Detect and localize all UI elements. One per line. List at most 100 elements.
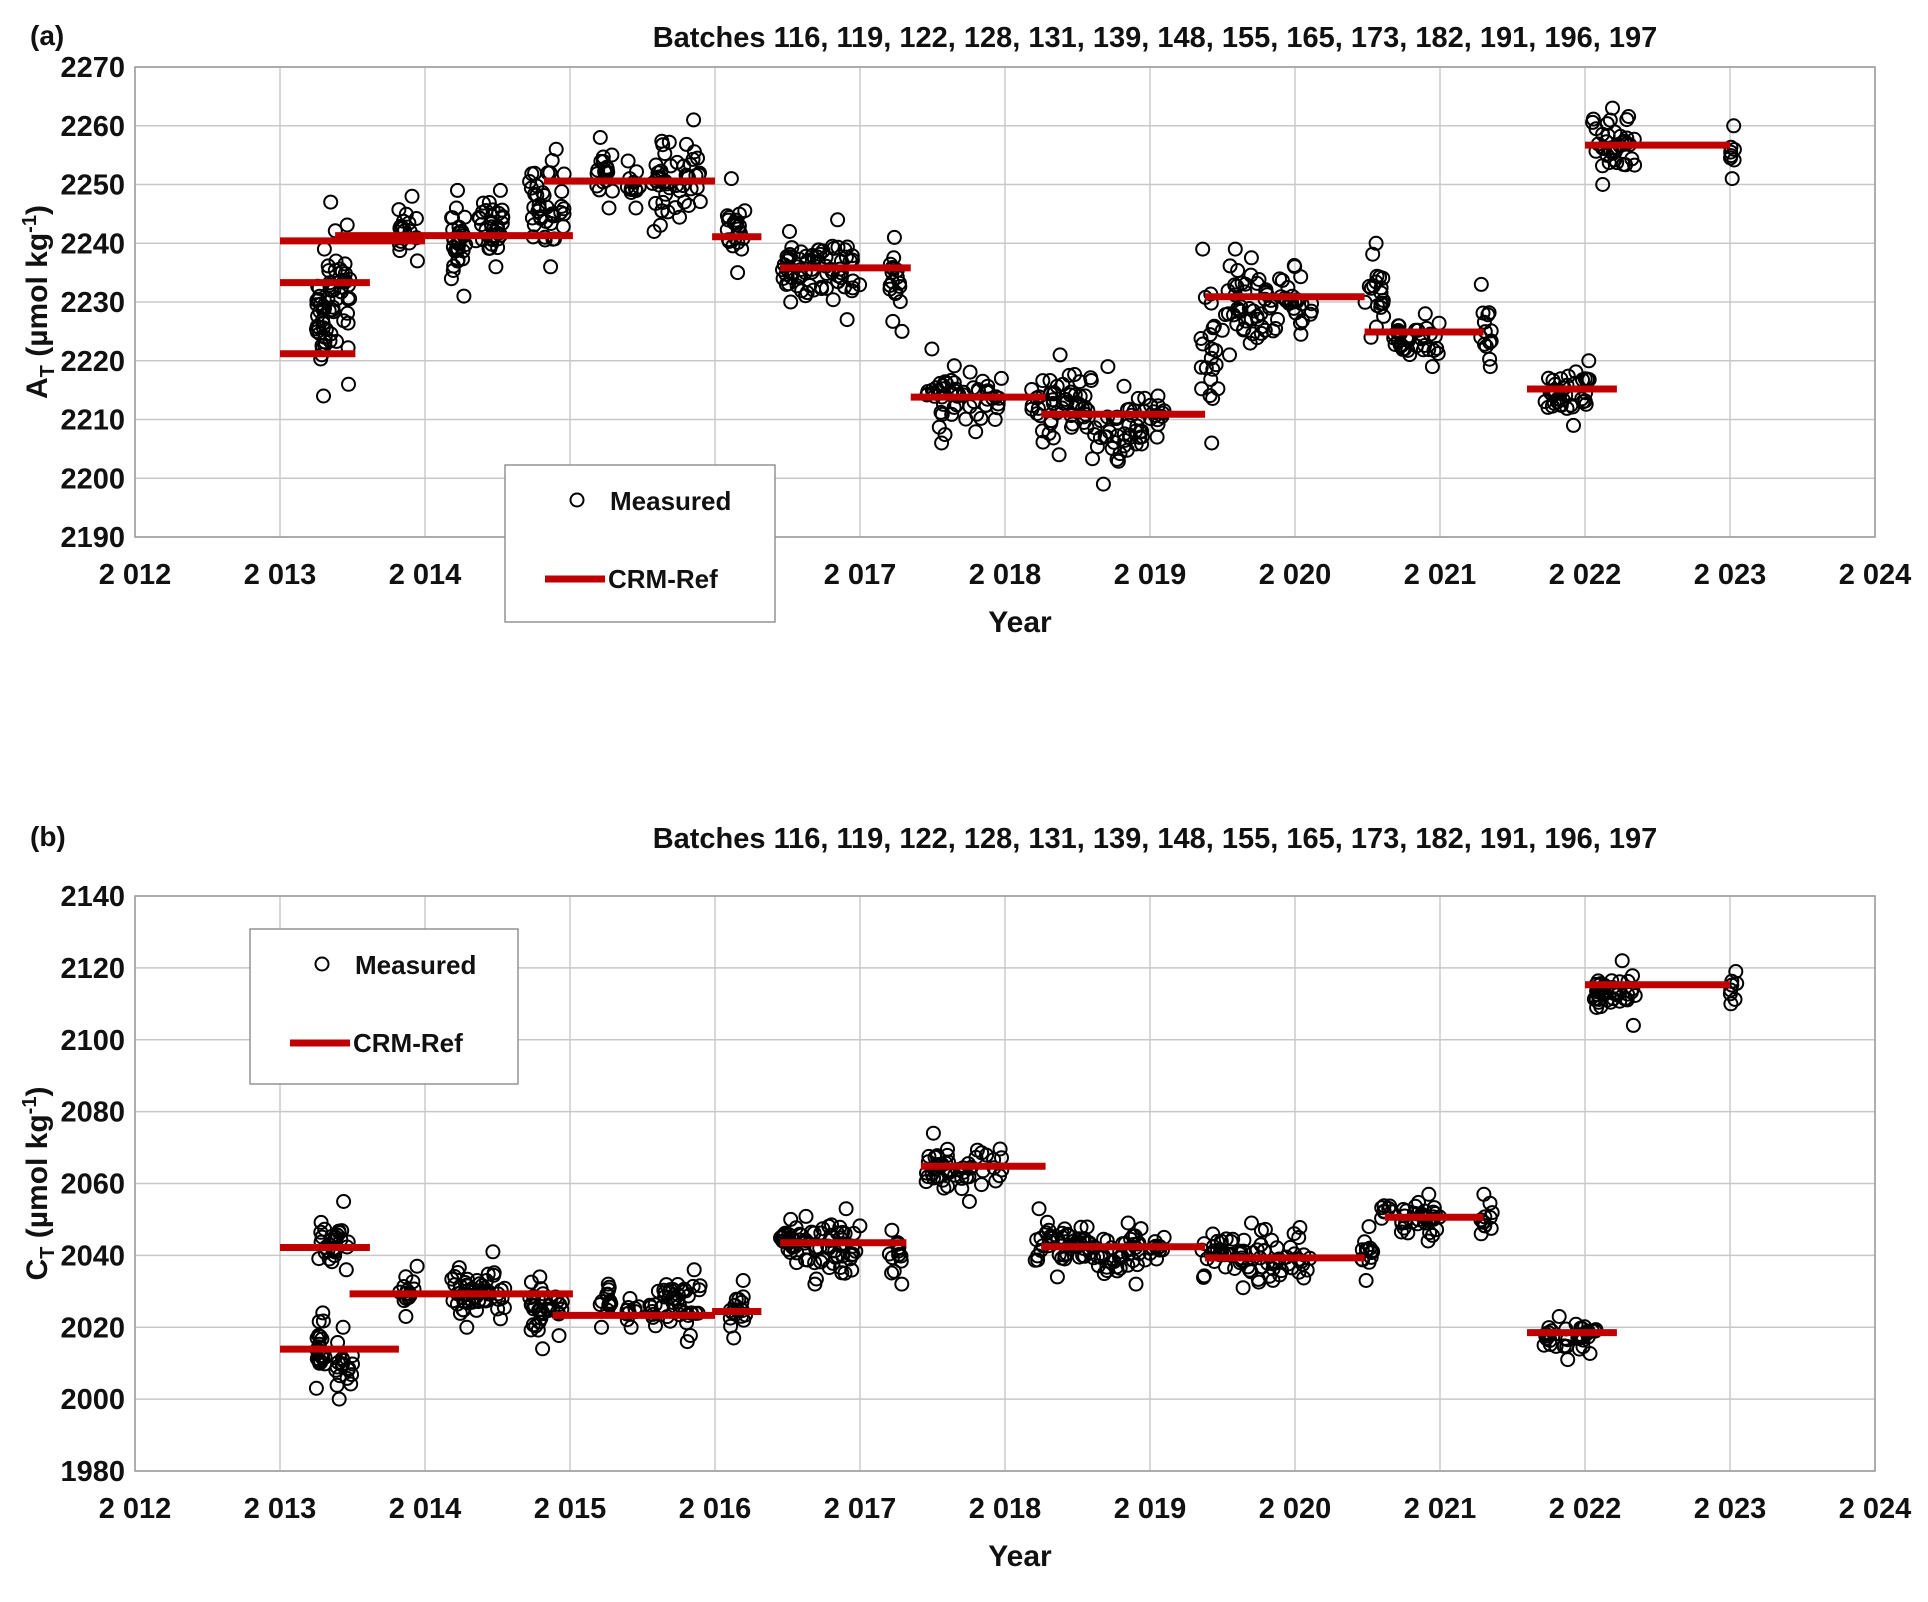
measured-point — [925, 1125, 941, 1141]
x-tick-label: 2 017 — [824, 559, 897, 591]
measured-point — [327, 262, 343, 278]
measured-point — [522, 174, 538, 189]
measured-point — [799, 285, 815, 301]
measured-point — [1064, 419, 1079, 435]
x-tick-label: 2 019 — [1114, 559, 1187, 591]
measured-point — [1293, 269, 1309, 285]
measured-point — [1374, 1200, 1390, 1216]
x-tick-label: 2 024 — [1839, 1493, 1912, 1525]
measured-point — [541, 1298, 557, 1314]
measured-point — [1150, 388, 1166, 404]
measured-point — [886, 229, 902, 245]
measured-point — [1109, 1259, 1125, 1275]
x-axis-title: Year — [988, 606, 1052, 639]
measured-point — [1202, 388, 1218, 404]
measured-point — [314, 1331, 330, 1347]
x-tick-label: 2 022 — [1549, 559, 1622, 591]
measured-point — [524, 1298, 540, 1314]
measured-point — [723, 171, 739, 187]
measured-point — [1243, 267, 1259, 283]
y-tick-label: 2000 — [60, 1384, 125, 1416]
y-tick-label: 2100 — [60, 1025, 125, 1057]
measured-point — [1560, 1352, 1576, 1368]
panel-b: (b) Batches 116, 119, 122, 128, 131, 139,… — [0, 801, 1928, 1602]
measured-point — [1724, 171, 1740, 187]
measured-point — [1112, 1250, 1127, 1266]
measured-point — [1483, 333, 1499, 349]
measured-point — [1193, 359, 1209, 375]
measured-point — [331, 1391, 347, 1407]
measured-point — [544, 153, 560, 168]
measured-point — [809, 249, 825, 265]
measured-point — [483, 216, 499, 232]
crm-ref-series — [280, 141, 1730, 418]
measured-point — [1227, 241, 1243, 257]
measured-point — [1425, 1227, 1440, 1243]
measured-point — [1566, 417, 1581, 433]
measured-point — [398, 1269, 414, 1285]
measured-point — [329, 1227, 345, 1243]
measured-point — [1375, 292, 1391, 308]
measured-point — [1030, 1252, 1046, 1268]
measured-point — [1112, 446, 1128, 462]
y-tick-label: 2200 — [60, 463, 125, 495]
measured-point — [1482, 359, 1498, 375]
measured-point — [451, 1260, 467, 1276]
measured-point — [443, 271, 459, 287]
measured-point — [334, 264, 350, 280]
y-tick-label: 2020 — [60, 1312, 125, 1344]
measured-point — [937, 427, 953, 443]
measured-point — [1588, 991, 1604, 1007]
measured-point — [543, 259, 559, 275]
measured-point — [1196, 1269, 1211, 1285]
x-tick-label: 2 023 — [1694, 559, 1767, 591]
measured-point — [652, 217, 668, 233]
measured-point — [808, 1271, 824, 1287]
measured-point — [1483, 1220, 1499, 1236]
measured-point — [604, 147, 620, 163]
measured-point — [1218, 1231, 1234, 1247]
measured-point — [1195, 241, 1211, 257]
measured-point — [321, 303, 337, 319]
measured-point — [1274, 272, 1290, 288]
measured-point — [784, 240, 800, 256]
measured-point — [1083, 373, 1099, 388]
x-tick-label: 2 021 — [1404, 559, 1477, 591]
y-tick-label: 2210 — [60, 405, 125, 437]
measured-point — [1376, 308, 1392, 324]
measured-point — [834, 1265, 850, 1281]
measured-point — [336, 313, 352, 329]
measured-point — [837, 242, 853, 258]
measured-point — [655, 137, 671, 153]
measured-point — [409, 253, 425, 269]
measured-point — [1230, 263, 1246, 278]
legend-label-measured: Measured — [355, 950, 476, 980]
measured-point — [892, 294, 908, 310]
measured-point — [329, 291, 345, 307]
measured-point — [551, 1328, 567, 1344]
measured-point — [535, 1341, 551, 1357]
measured-point — [1625, 1017, 1641, 1033]
measured-point — [685, 1278, 701, 1294]
measured-point — [656, 1282, 672, 1298]
x-tick-label: 2 012 — [99, 1493, 172, 1525]
measured-point — [450, 253, 466, 269]
measured-point — [1481, 305, 1497, 321]
measured-point — [1483, 323, 1499, 339]
measured-point — [554, 198, 569, 214]
y-axis-title-unit: (µmol kg — [21, 233, 54, 365]
measured-point — [488, 259, 504, 275]
y-axis-title-subscript: T — [37, 365, 59, 377]
measured-point — [1208, 343, 1224, 359]
measured-point — [1236, 1232, 1252, 1248]
measured-point — [531, 201, 547, 217]
measured-point — [798, 1208, 814, 1224]
y-tick-label: 2040 — [60, 1240, 125, 1272]
measured-point — [404, 188, 420, 204]
measured-point — [594, 1319, 609, 1335]
measured-point — [1251, 272, 1267, 287]
y-tick-label: 2250 — [60, 170, 125, 202]
measured-point — [1203, 350, 1219, 366]
measured-point — [1096, 1266, 1112, 1282]
measured-point — [1382, 1198, 1398, 1214]
